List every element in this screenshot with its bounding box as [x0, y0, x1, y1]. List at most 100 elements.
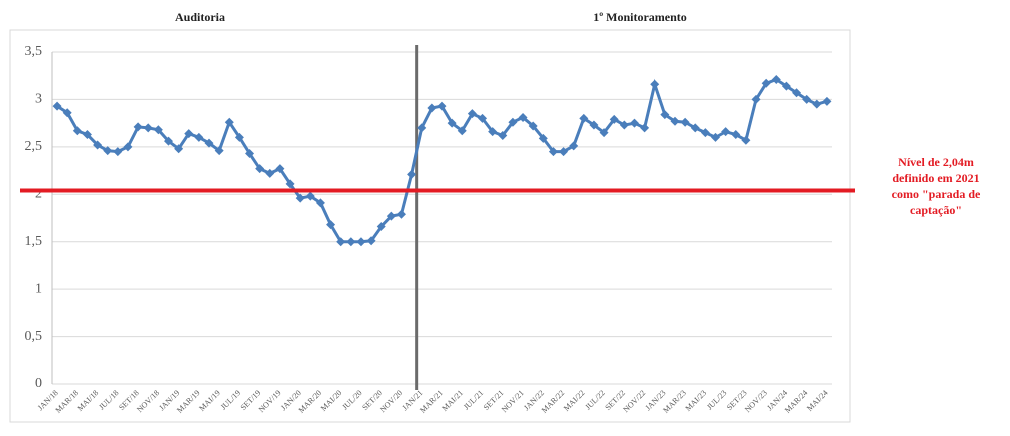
x-tick-label: MAR/18	[54, 388, 80, 414]
marker	[599, 128, 609, 138]
x-tick-label: MAI/22	[562, 388, 587, 413]
chart-frame	[9, 29, 851, 423]
marker	[802, 94, 812, 104]
marker	[721, 127, 731, 137]
x-tick-label: MAI/19	[197, 388, 222, 413]
marker	[265, 168, 275, 178]
marker	[650, 79, 660, 89]
marker	[488, 127, 498, 137]
y-tick-label: 1	[35, 281, 42, 296]
marker	[518, 112, 528, 122]
x-tick-label: MAR/19	[175, 388, 201, 414]
marker	[123, 142, 133, 152]
section-label: Auditoria	[175, 10, 225, 24]
marker	[275, 164, 285, 174]
marker	[396, 209, 406, 219]
marker	[356, 237, 366, 247]
marker	[224, 117, 234, 127]
marker	[326, 220, 336, 230]
x-tick-label: MAI/18	[76, 388, 101, 413]
marker	[184, 129, 194, 139]
x-tick-label: NOV/18	[135, 388, 161, 414]
x-tick-label: NOV/20	[378, 388, 404, 414]
marker	[528, 121, 538, 131]
marker	[103, 146, 113, 156]
y-tick-label: 1,5	[25, 234, 43, 249]
marker	[417, 123, 427, 133]
marker	[407, 169, 417, 179]
y-tick-label: 2	[35, 187, 42, 202]
x-tick-label: MAI/24	[805, 388, 830, 413]
marker	[579, 113, 589, 123]
marker	[680, 117, 690, 127]
marker	[153, 125, 163, 135]
marker	[113, 147, 123, 157]
y-tick-label: 3,5	[25, 44, 43, 59]
marker	[295, 193, 305, 203]
marker	[569, 141, 579, 151]
x-tick-label: MAI/23	[683, 388, 708, 413]
marker	[670, 116, 680, 126]
marker	[305, 191, 315, 201]
marker	[498, 130, 508, 140]
marker	[62, 108, 72, 118]
marker	[781, 81, 791, 91]
marker	[619, 120, 629, 130]
x-tick-label: MAR/20	[297, 388, 323, 414]
marker	[427, 103, 437, 113]
marker	[174, 144, 184, 154]
marker	[447, 118, 457, 128]
annotation: definido em 2021	[892, 171, 979, 185]
y-tick-label: 0,5	[25, 329, 43, 344]
marker	[204, 138, 214, 148]
marker	[559, 147, 569, 157]
x-tick-label: JUL/22	[583, 388, 606, 411]
marker	[72, 126, 82, 136]
marker	[792, 88, 802, 98]
section-label: 1º Monitoramento	[593, 10, 687, 24]
marker	[609, 114, 619, 124]
y-tick-label: 0	[35, 376, 42, 391]
x-tick-label: JUL/23	[705, 388, 728, 411]
marker	[640, 123, 650, 133]
marker	[437, 101, 447, 111]
marker	[467, 109, 477, 119]
x-tick-label: MAR/23	[661, 388, 687, 414]
marker	[690, 123, 700, 133]
marker	[163, 136, 173, 146]
marker	[478, 113, 488, 123]
marker	[234, 132, 244, 142]
annotation: Nível de 2,04m	[898, 155, 974, 169]
marker	[589, 120, 599, 130]
marker	[52, 101, 62, 111]
x-tick-label: MAI/21	[440, 388, 465, 413]
y-tick-label: 3	[35, 92, 42, 107]
marker	[761, 78, 771, 88]
marker	[711, 132, 721, 142]
marker	[194, 132, 204, 142]
marker	[346, 237, 356, 247]
x-tick-label: MAR/21	[418, 388, 444, 414]
x-tick-label: NOV/19	[257, 388, 283, 414]
x-tick-label: JUL/18	[97, 388, 120, 411]
x-tick-label: JUL/21	[462, 388, 485, 411]
marker	[336, 237, 346, 247]
marker	[548, 147, 558, 157]
x-tick-label: NOV/23	[743, 388, 769, 414]
marker	[538, 133, 548, 143]
x-tick-label: JUL/20	[340, 388, 363, 411]
x-tick-label: NOV/21	[500, 388, 526, 414]
marker	[366, 236, 376, 246]
y-tick-label: 2,5	[25, 139, 43, 154]
marker	[700, 128, 710, 138]
marker	[386, 211, 396, 221]
x-tick-label: NOV/22	[621, 388, 647, 414]
marker	[822, 96, 832, 106]
marker	[133, 122, 143, 132]
marker	[741, 135, 751, 145]
marker	[812, 99, 822, 109]
marker	[285, 179, 295, 189]
marker	[93, 140, 103, 150]
x-tick-label: MAR/24	[783, 388, 809, 414]
